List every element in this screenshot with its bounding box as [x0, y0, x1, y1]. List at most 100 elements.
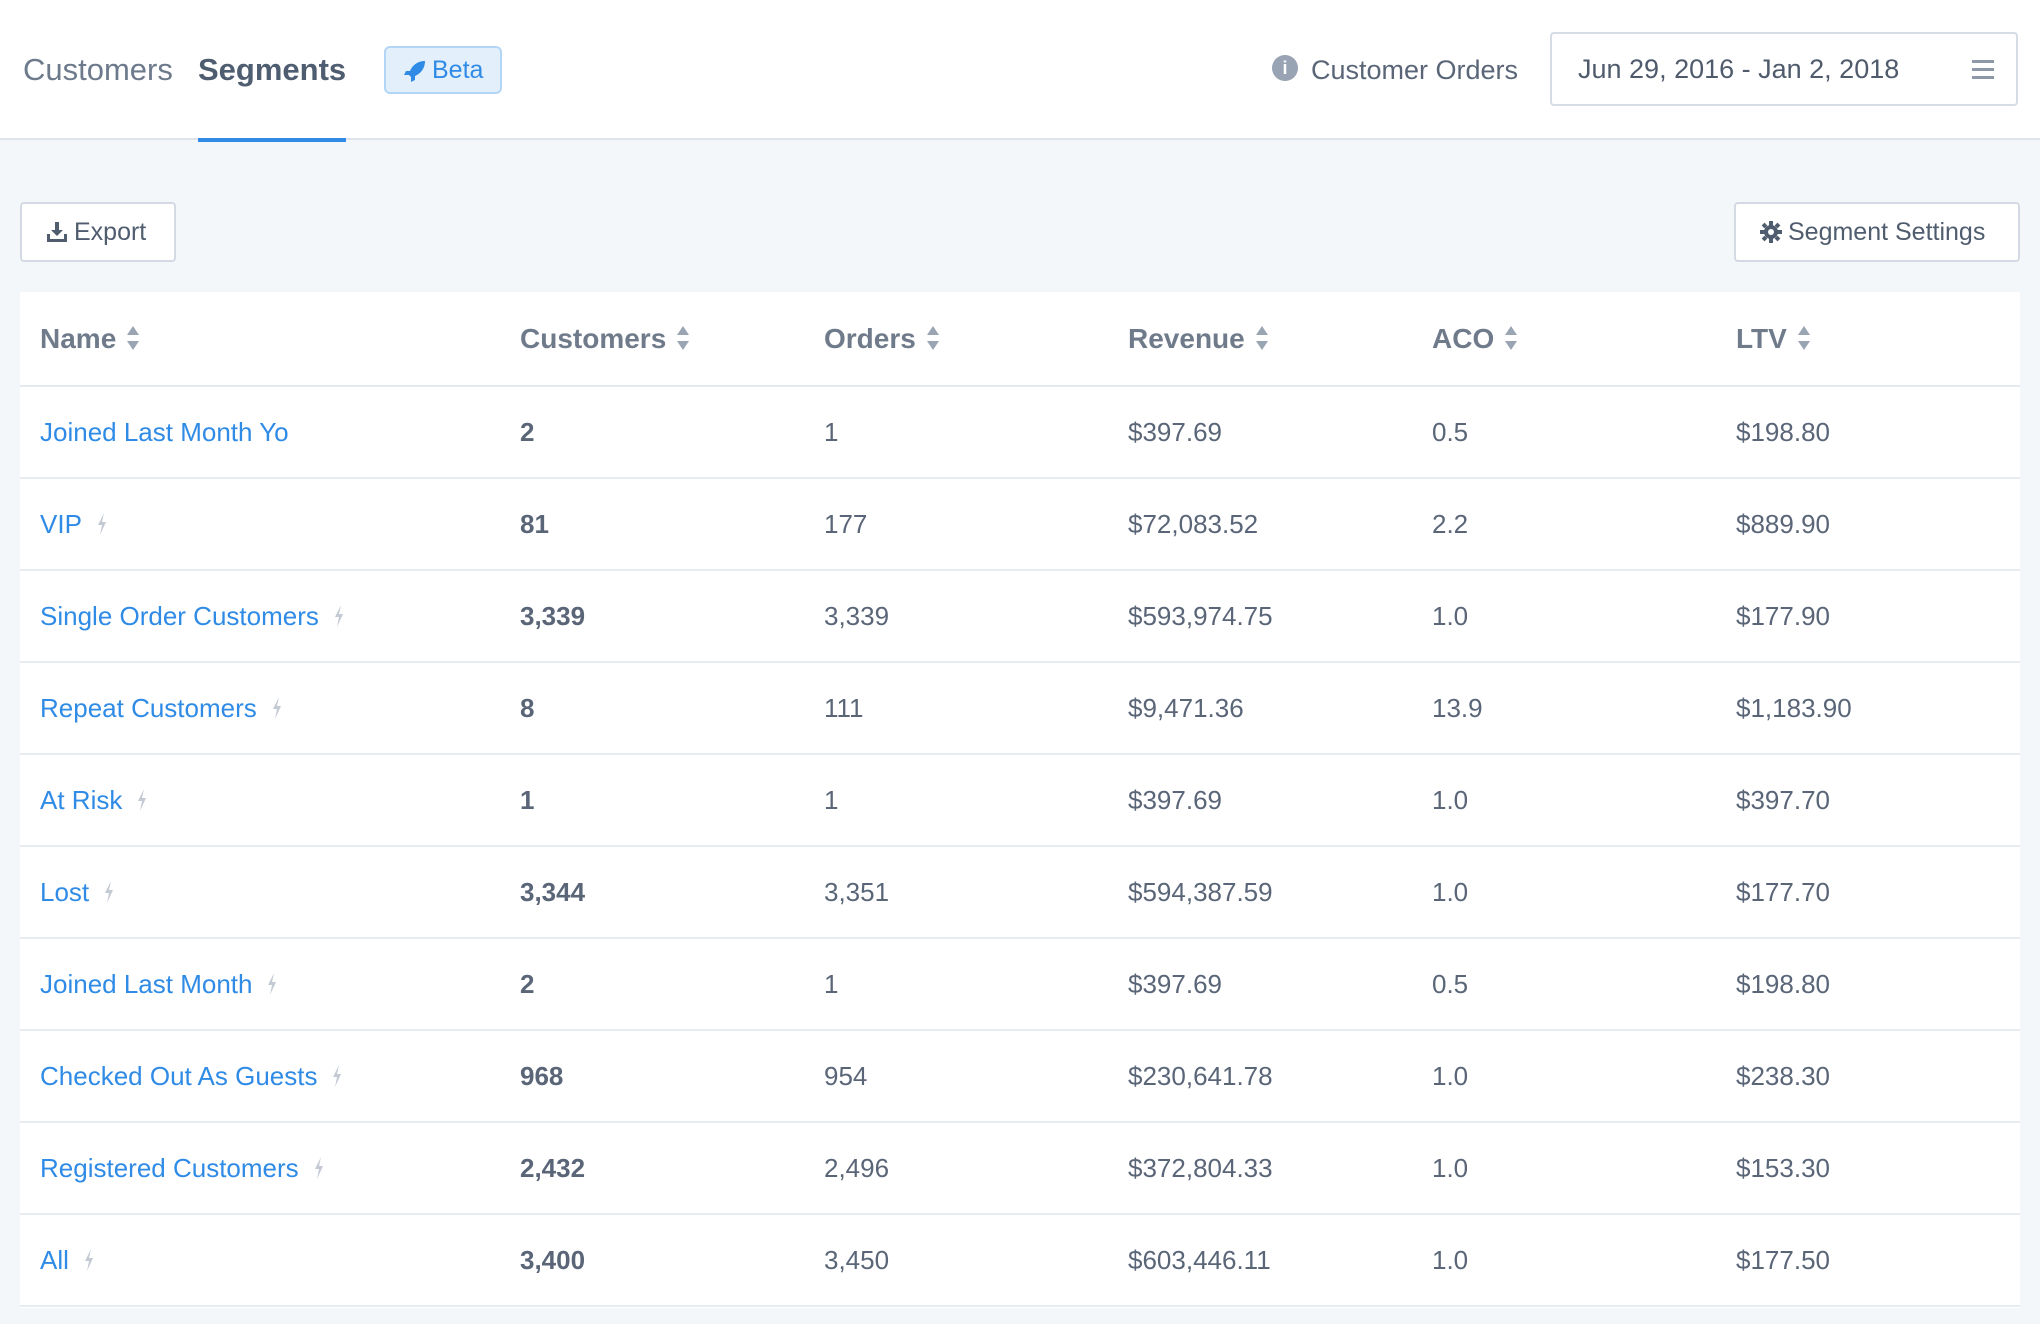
- revenue-cell: $593,974.75: [1108, 570, 1412, 663]
- hamburger-icon[interactable]: [1972, 60, 1994, 79]
- orders-cell: 954: [804, 1030, 1108, 1123]
- column-header-ltv[interactable]: LTV: [1716, 292, 2020, 387]
- bolt-icon: [334, 604, 343, 627]
- tab-customers-label: Customers: [23, 52, 173, 87]
- column-header-label: Revenue: [1128, 322, 1245, 354]
- segment-settings-label: Segment Settings: [1788, 218, 1986, 246]
- export-button[interactable]: Export: [20, 202, 176, 262]
- sort-icon[interactable]: [926, 325, 940, 351]
- segment-name-link[interactable]: Single Order Customers: [40, 600, 319, 631]
- aco-cell: 1.0: [1412, 1122, 1716, 1215]
- segment-name-link[interactable]: Joined Last Month Yo: [40, 416, 289, 447]
- bolt-icon: [97, 512, 106, 535]
- segment-name-link[interactable]: Registered Customers: [40, 1152, 299, 1183]
- bolt-icon: [105, 880, 114, 903]
- segment-name-cell: Single Order Customers: [20, 570, 500, 663]
- bolt-icon: [268, 972, 277, 995]
- segment-name-cell: VIP: [20, 478, 500, 571]
- aco-cell: 0.5: [1412, 386, 1716, 479]
- customers-cell: 3,400: [500, 1214, 804, 1307]
- tab-segments-label: Segments: [198, 52, 347, 87]
- ltv-cell: $177.70: [1716, 846, 2020, 939]
- column-header-label: Name: [40, 322, 117, 354]
- ltv-cell: $889.90: [1716, 478, 2020, 571]
- segment-name-cell: Joined Last Month: [20, 938, 500, 1031]
- segment-name-cell: Lost: [20, 846, 500, 939]
- orders-cell: 111: [804, 662, 1108, 755]
- orders-cell: 1: [804, 938, 1108, 1031]
- segment-name-cell: Joined Last Month Yo: [20, 386, 500, 479]
- sort-icon[interactable]: [126, 325, 140, 351]
- aco-cell: 13.9: [1412, 662, 1716, 755]
- customers-cell: 2: [500, 386, 804, 479]
- top-bar: Customers Segments Beta i Customer Order…: [0, 0, 2040, 142]
- customers-cell: 1: [500, 754, 804, 847]
- column-header-orders[interactable]: Orders: [804, 292, 1108, 387]
- date-range-picker[interactable]: Jun 29, 2016 - Jan 2, 2018: [1550, 32, 2018, 106]
- table-row: At Risk 1 1 $397.69 1.0 $397.70: [20, 754, 2020, 847]
- segment-name-cell: Checked Out As Guests: [20, 1030, 500, 1123]
- tab-customers[interactable]: Customers: [23, 48, 173, 140]
- orders-cell: 177: [804, 478, 1108, 571]
- sort-icon[interactable]: [1255, 325, 1269, 351]
- bolt-icon: [84, 1248, 93, 1271]
- revenue-cell: $397.69: [1108, 754, 1412, 847]
- sort-icon[interactable]: [676, 325, 690, 351]
- table-row: Checked Out As Guests 968 954 $230,641.78 1.…: [20, 1030, 2020, 1123]
- tab-segments[interactable]: Segments: [198, 48, 347, 142]
- segment-name-link[interactable]: Repeat Customers: [40, 692, 257, 723]
- segment-name-link[interactable]: Joined Last Month: [40, 968, 253, 999]
- aco-cell: 0.5: [1412, 938, 1716, 1031]
- ltv-cell: $238.30: [1716, 1030, 2020, 1123]
- table-row: Joined Last Month Yo 2 1 $397.69 0.5 $198.80: [20, 386, 2020, 479]
- aco-cell: 1.0: [1412, 1214, 1716, 1307]
- segment-name-link[interactable]: All: [40, 1244, 69, 1275]
- download-icon: [47, 222, 67, 242]
- column-header-aco[interactable]: ACO: [1412, 292, 1716, 387]
- customer-orders-label: Customer Orders: [1311, 55, 1519, 85]
- column-header-name[interactable]: Name: [20, 292, 500, 387]
- column-header-label: Customers: [520, 322, 667, 354]
- segments-table: Name Customers Orders Revenue ACO LTV Joined …: [20, 292, 2020, 1308]
- table-row: Joined Last Month 2 1 $397.69 0.5 $198.80: [20, 938, 2020, 1031]
- segment-name-cell: All: [20, 1214, 500, 1307]
- customers-cell: 3,339: [500, 570, 804, 663]
- sort-icon[interactable]: [1797, 325, 1811, 351]
- segment-settings-button[interactable]: Segment Settings: [1734, 202, 2020, 262]
- column-header-revenue[interactable]: Revenue: [1108, 292, 1412, 387]
- ltv-cell: $198.80: [1716, 386, 2020, 479]
- bolt-icon: [333, 1064, 342, 1087]
- ltv-cell: $397.70: [1716, 754, 2020, 847]
- column-header-label: Orders: [824, 322, 916, 354]
- ltv-cell: $153.30: [1716, 1122, 2020, 1215]
- segment-name-link[interactable]: Checked Out As Guests: [40, 1060, 318, 1091]
- segment-name-cell: At Risk: [20, 754, 500, 847]
- column-header-label: ACO: [1432, 322, 1495, 354]
- customers-cell: 8: [500, 662, 804, 755]
- segment-name-link[interactable]: At Risk: [40, 784, 123, 815]
- table-row: Repeat Customers 8 111 $9,471.36 13.9 $1,183.…: [20, 662, 2020, 755]
- customers-cell: 2,432: [500, 1122, 804, 1215]
- ltv-cell: $177.90: [1716, 570, 2020, 663]
- column-header-label: LTV: [1736, 322, 1787, 354]
- export-label: Export: [74, 218, 147, 246]
- revenue-cell: $594,387.59: [1108, 846, 1412, 939]
- revenue-cell: $372,804.33: [1108, 1122, 1412, 1215]
- orders-cell: 2,496: [804, 1122, 1108, 1215]
- aco-cell: 1.0: [1412, 754, 1716, 847]
- table-row: Lost 3,344 3,351 $594,387.59 1.0 $177.70: [20, 846, 2020, 939]
- segment-name-link[interactable]: VIP: [40, 508, 82, 539]
- segment-name-cell: Registered Customers: [20, 1122, 500, 1215]
- ltv-cell: $177.50: [1716, 1214, 2020, 1307]
- aco-cell: 1.0: [1412, 846, 1716, 939]
- orders-cell: 1: [804, 386, 1108, 479]
- bolt-icon: [138, 788, 147, 811]
- info-icon[interactable]: i: [1272, 55, 1298, 81]
- table-row: All 3,400 3,450 $603,446.11 1.0 $177.50: [20, 1214, 2020, 1307]
- column-header-customers[interactable]: Customers: [500, 292, 804, 387]
- aco-cell: 1.0: [1412, 570, 1716, 663]
- sort-icon[interactable]: [1504, 325, 1518, 351]
- gear-icon: [1760, 221, 1782, 243]
- orders-cell: 1: [804, 754, 1108, 847]
- segment-name-link[interactable]: Lost: [40, 876, 90, 907]
